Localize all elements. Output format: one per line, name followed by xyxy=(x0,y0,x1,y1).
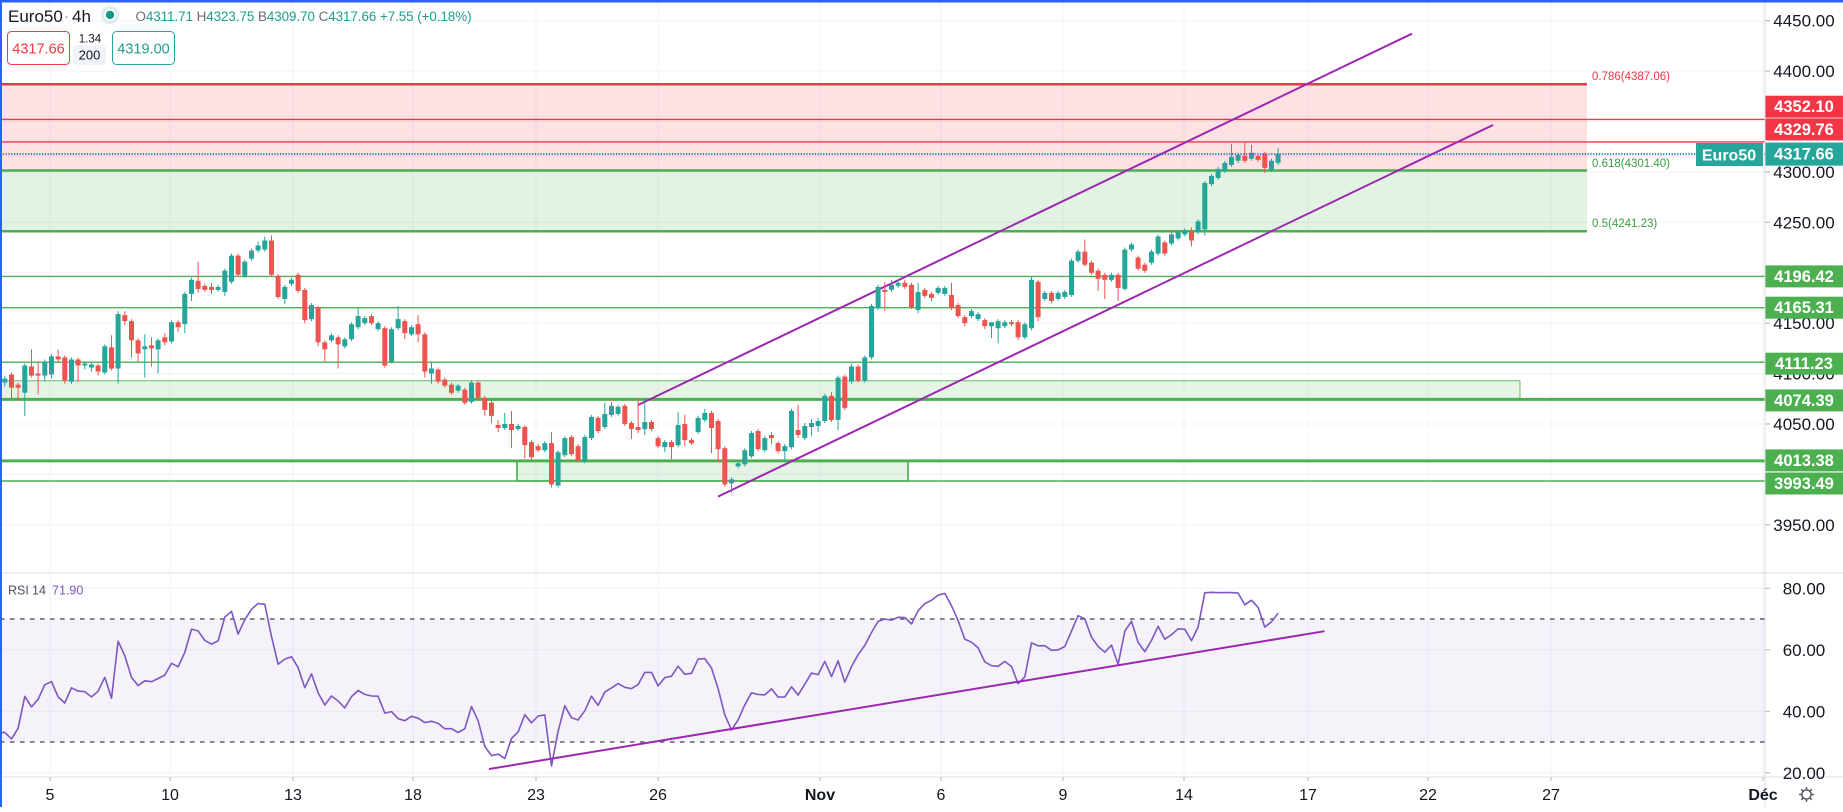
svg-text:27: 27 xyxy=(1542,787,1560,804)
svg-text:4250.00: 4250.00 xyxy=(1773,213,1834,232)
svg-text:71.90: 71.90 xyxy=(52,584,83,598)
svg-text:4111.23: 4111.23 xyxy=(1775,355,1833,373)
svg-text:14: 14 xyxy=(1175,787,1193,804)
svg-text:4400.00: 4400.00 xyxy=(1773,62,1834,81)
svg-text:4050.00: 4050.00 xyxy=(1773,415,1834,434)
svg-text:4074.39: 4074.39 xyxy=(1774,392,1834,410)
svg-text:20.00: 20.00 xyxy=(1783,764,1826,783)
svg-text:·: · xyxy=(64,8,69,25)
svg-text:6: 6 xyxy=(937,787,946,804)
svg-text:0.786(4387.06): 0.786(4387.06) xyxy=(1592,71,1670,83)
svg-text:5: 5 xyxy=(46,787,55,804)
svg-text:4319.00: 4319.00 xyxy=(117,42,169,58)
svg-text:14: 14 xyxy=(32,584,46,598)
svg-text:10: 10 xyxy=(161,787,179,804)
svg-text:4300.00: 4300.00 xyxy=(1773,163,1834,182)
svg-text:4317.66: 4317.66 xyxy=(1774,146,1834,164)
svg-text:4329.76: 4329.76 xyxy=(1774,121,1834,139)
svg-text:0.5(4241.23): 0.5(4241.23) xyxy=(1592,218,1657,230)
svg-text:0.618(4301.40): 0.618(4301.40) xyxy=(1592,158,1670,170)
svg-text:4h: 4h xyxy=(72,7,91,26)
svg-text:40.00: 40.00 xyxy=(1783,702,1826,721)
svg-text:4352.10: 4352.10 xyxy=(1774,98,1834,116)
svg-text:9: 9 xyxy=(1059,787,1068,804)
svg-text:23: 23 xyxy=(527,787,545,804)
svg-text:22: 22 xyxy=(1419,787,1437,804)
svg-text:Euro50: Euro50 xyxy=(8,7,63,26)
svg-text:Euro50: Euro50 xyxy=(1702,148,1756,165)
svg-text:4013.38: 4013.38 xyxy=(1774,452,1834,470)
svg-text:O4311.71 H4323.75 B4309.70 C43: O4311.71 H4323.75 B4309.70 C4317.66 +7.5… xyxy=(136,9,472,24)
svg-text:Déc: Déc xyxy=(1748,787,1777,804)
svg-text:4196.42: 4196.42 xyxy=(1774,268,1834,286)
svg-text:4165.31: 4165.31 xyxy=(1774,299,1834,317)
svg-text:18: 18 xyxy=(404,787,422,804)
svg-text:26: 26 xyxy=(649,787,667,804)
svg-text:1.34: 1.34 xyxy=(79,34,102,46)
svg-text:13: 13 xyxy=(284,787,302,804)
svg-text:4450.00: 4450.00 xyxy=(1773,12,1834,31)
svg-text:4317.66: 4317.66 xyxy=(12,42,64,58)
svg-text:Nov: Nov xyxy=(805,787,835,804)
svg-text:80.00: 80.00 xyxy=(1783,579,1826,598)
svg-text:17: 17 xyxy=(1299,787,1317,804)
svg-text:60.00: 60.00 xyxy=(1783,641,1826,660)
svg-text:3950.00: 3950.00 xyxy=(1773,516,1834,535)
svg-text:200: 200 xyxy=(79,48,101,63)
svg-text:RSI: RSI xyxy=(8,584,29,598)
svg-text:3993.49: 3993.49 xyxy=(1774,475,1834,493)
